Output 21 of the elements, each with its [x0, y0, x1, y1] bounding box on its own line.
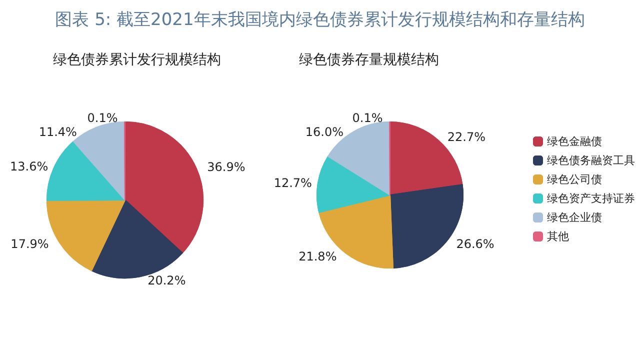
- data-label: 0.1%: [87, 111, 118, 125]
- legend-label: 绿色债务融资工具: [547, 154, 635, 167]
- data-label: 16.0%: [305, 125, 344, 139]
- data-label: 17.9%: [10, 237, 49, 252]
- data-label: 11.4%: [38, 125, 77, 139]
- text: 图表 5: 截至2021年末我国境内绿色债券累计发行规模结构和存量结构: [54, 9, 586, 31]
- data-label: 0.1%: [352, 111, 383, 125]
- chart-subtitle: 绿色债券累计发行规模结构: [53, 52, 221, 68]
- legend-label: 绿色资产支持证券: [547, 192, 635, 205]
- legend-label: 其他: [547, 230, 569, 243]
- legend-label: 绿色公司债: [547, 173, 602, 186]
- legend-label: 绿色企业债: [547, 211, 602, 224]
- data-label: 22.7%: [447, 130, 486, 144]
- data-label: 21.8%: [298, 250, 337, 264]
- data-label: 20.2%: [148, 274, 186, 288]
- data-label: 36.9%: [207, 160, 246, 174]
- data-label: 12.7%: [274, 176, 312, 190]
- data-label: 13.6%: [10, 159, 48, 174]
- data-label: 26.6%: [456, 237, 494, 252]
- chart-title: 绿色债券存量规模结构: [299, 52, 439, 68]
- legend-label: 绿色金融债: [547, 135, 602, 148]
